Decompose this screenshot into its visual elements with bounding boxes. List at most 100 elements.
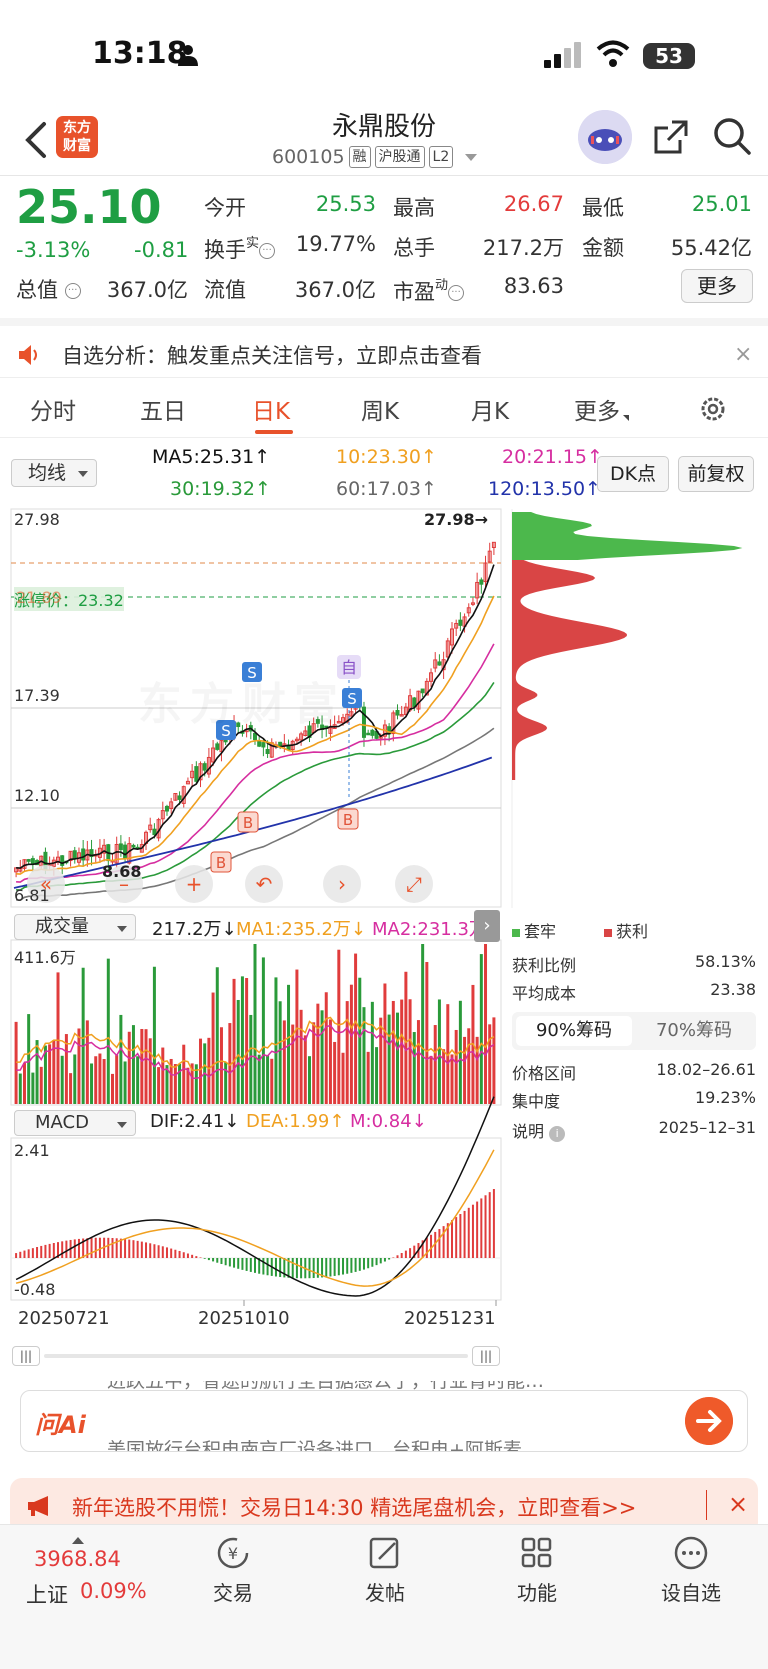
tab-daily-k[interactable]: 日K: [252, 399, 291, 425]
candle-body: [173, 793, 178, 801]
low-label: 最低: [582, 196, 624, 220]
ma20-line: [16, 643, 495, 883]
explain-row[interactable]: 说明 i 2025–12–31: [512, 1118, 756, 1142]
volume-bar: [245, 978, 249, 1104]
nav-add-watchlist[interactable]: 设自选: [646, 1535, 736, 1606]
chart-tool-button: [175, 865, 213, 903]
pe-label[interactable]: 市盈动 ···: [393, 274, 465, 306]
share-icon[interactable]: [652, 118, 690, 156]
volume-bar: [437, 999, 441, 1104]
volume-bar: [270, 1058, 274, 1104]
volume-ma1: MA1:235.2万↓: [236, 919, 366, 940]
scroll-handle-left[interactable]: |||: [12, 1346, 40, 1366]
volume-bar: [136, 1056, 140, 1104]
volume-bar: [479, 954, 483, 1104]
chip-trapped-area: [512, 512, 743, 560]
volume-bar: [274, 977, 278, 1104]
candle-body: [160, 810, 165, 820]
candle-body: [14, 867, 19, 873]
volume-label: 总手: [393, 236, 435, 260]
market-cap-label[interactable]: 总值 ···: [16, 274, 81, 304]
analysis-notice[interactable]: 自选分析：触发重点关注信号，立即点击查看 ×: [0, 318, 768, 378]
volume-bar: [98, 1053, 102, 1104]
volume-bar: [152, 966, 156, 1104]
volume-bar: [190, 1063, 194, 1104]
ma60-line: [16, 727, 495, 901]
volume-bar: [421, 944, 425, 1104]
volume-bar: [127, 1031, 131, 1104]
tab-monthly-k[interactable]: 月K: [471, 399, 510, 425]
scroll-handle-right[interactable]: |||: [472, 1346, 500, 1366]
bottom-nav: 3968.84 上证 0.09% ¥ 交易 发帖 功能 设自选: [0, 1524, 768, 1669]
volume-indicator-select[interactable]: 成交量: [14, 914, 136, 940]
chip-range-tabs: 90%筹码 70%筹码: [512, 1012, 756, 1050]
stock-code: 600105: [272, 146, 345, 168]
arrow-right-icon[interactable]: [685, 1397, 733, 1445]
candle-body: [261, 742, 266, 748]
close-icon[interactable]: ×: [728, 1490, 749, 1518]
dk-point-button[interactable]: DK点: [597, 456, 669, 492]
x-axis-start: 20250721: [18, 1308, 110, 1329]
tab-weekly-k[interactable]: 周K: [361, 399, 400, 425]
volume-bar: [266, 1055, 270, 1104]
chart-tool-button: [323, 865, 361, 903]
chart-scrollbar[interactable]: ||| |||: [12, 1346, 500, 1366]
close-icon[interactable]: ×: [734, 342, 753, 367]
volume-bar: [408, 999, 412, 1104]
macd-indicator-select[interactable]: MACD: [14, 1110, 136, 1136]
volume-bar: [165, 1065, 169, 1104]
candle-body: [370, 729, 375, 736]
volume-bar: [412, 1032, 416, 1104]
turnover-label[interactable]: 换手实 ···: [204, 232, 276, 264]
price-adjust-button[interactable]: 前复权: [678, 456, 754, 492]
search-icon[interactable]: [712, 116, 752, 156]
candle-body: [479, 579, 484, 585]
scroll-track[interactable]: [44, 1354, 468, 1358]
volume-bar: [299, 1009, 303, 1104]
candle-body: [475, 581, 480, 599]
ai-ask-bar[interactable]: 问Ai 进跌五中，智途的航行全百据感公子，行业育时能… 美国放行台积电南京厂设备…: [20, 1381, 748, 1452]
gear-icon[interactable]: [698, 394, 728, 424]
tab-more[interactable]: 更多: [574, 392, 629, 426]
volume-bar: [383, 983, 387, 1104]
indicator-select[interactable]: 均线: [11, 459, 97, 487]
amount-value: 55.42亿: [670, 236, 752, 260]
ai-robot-avatar-icon[interactable]: [578, 110, 632, 164]
volume-bar: [27, 1014, 31, 1104]
volume-bar: [282, 1020, 286, 1104]
nav-post[interactable]: 发帖: [340, 1535, 430, 1606]
volume-bar: [178, 1063, 182, 1104]
index-name: 上证: [26, 1583, 68, 1607]
volume-bar: [199, 1038, 203, 1104]
y-label-bottom: 6.81: [14, 886, 50, 905]
candle-body: [102, 844, 107, 854]
candle-body: [206, 756, 211, 775]
tab-chip-70[interactable]: 70%筹码: [655, 1020, 732, 1041]
volume-bar: [303, 1035, 307, 1104]
candle-body: [190, 770, 195, 779]
tab-chip-90[interactable]: 90%筹码: [516, 1016, 632, 1046]
candle-body: [454, 622, 459, 629]
chevron-right-icon[interactable]: ›: [474, 910, 500, 942]
more-button[interactable]: 更多: [681, 269, 753, 303]
volume-max-label: 411.6万: [14, 948, 76, 967]
legend-profit: 获利: [604, 918, 648, 942]
chart-tool-button: [105, 865, 143, 903]
volume-bar: [446, 1004, 450, 1104]
tab-five-day[interactable]: 五日: [140, 399, 186, 425]
tab-intraday[interactable]: 分时: [30, 399, 76, 425]
chart-tool-icon: ↶: [256, 872, 273, 896]
back-icon[interactable]: [22, 120, 52, 160]
candle-body: [466, 607, 471, 614]
volume-bar: [140, 1028, 144, 1104]
stock-name: 永鼎股份: [331, 112, 436, 142]
low-value: 25.01: [691, 192, 752, 216]
active-tab-indicator: [255, 430, 293, 434]
candle-body: [114, 843, 119, 864]
nav-trade[interactable]: ¥ 交易: [188, 1535, 278, 1606]
stock-code-line[interactable]: 600105 融 沪股通 L2: [272, 146, 478, 168]
index-value: 3968.84: [34, 1547, 121, 1571]
self-marker-text: 自: [341, 658, 357, 677]
nav-functions[interactable]: 功能: [492, 1535, 582, 1606]
